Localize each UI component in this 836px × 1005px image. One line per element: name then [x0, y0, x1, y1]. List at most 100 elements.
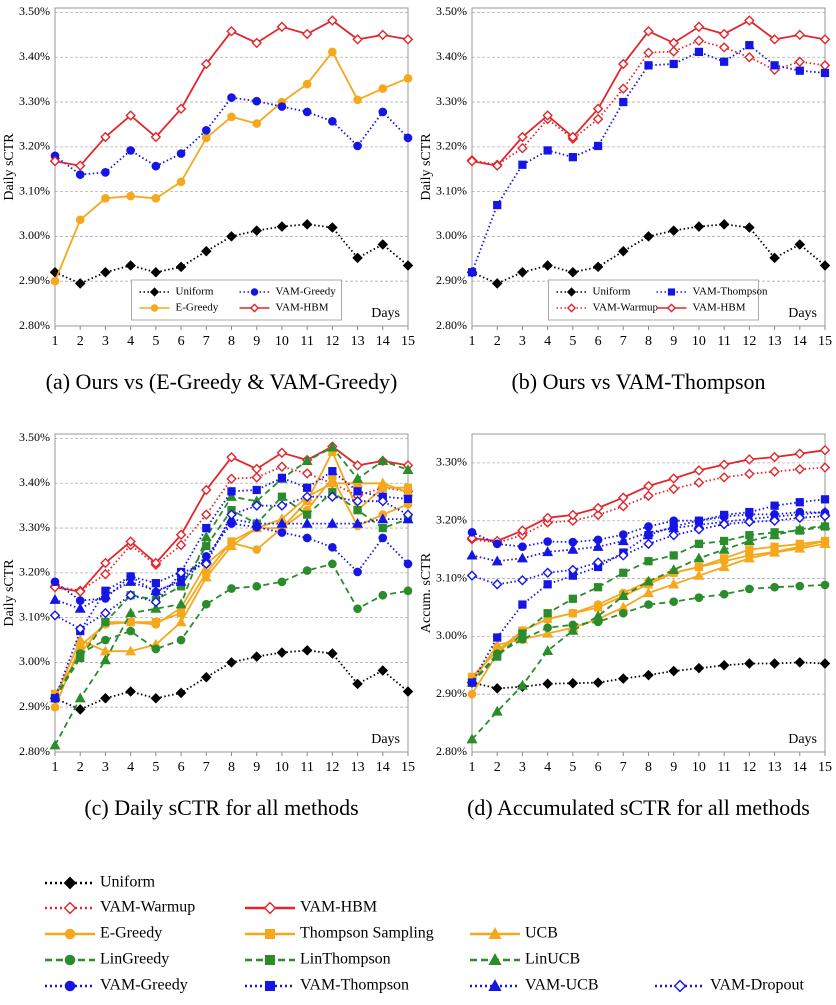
marker [175, 539, 187, 551]
x-tick-label: 1 [469, 760, 476, 775]
marker [567, 266, 579, 278]
marker [491, 639, 503, 650]
legend-label: VAM-Warmup [593, 302, 659, 314]
marker [643, 26, 654, 37]
marker [264, 954, 276, 966]
marker [819, 519, 831, 530]
axes-frame [54, 7, 409, 327]
x-tick-label: 4 [544, 334, 551, 349]
marker [493, 633, 502, 642]
marker [125, 536, 136, 547]
marker [517, 266, 528, 278]
marker [794, 657, 806, 668]
marker [593, 603, 603, 612]
marker [126, 626, 135, 636]
y-tick-label: 3.00% [19, 228, 50, 242]
marker [491, 705, 503, 716]
marker [50, 577, 60, 587]
y-axis-label: Daily sCTR [419, 133, 434, 201]
marker [644, 600, 653, 609]
legend-label: VAM-UCB [525, 977, 599, 994]
marker [378, 523, 387, 533]
legend-label: VAM-HBM [300, 899, 377, 916]
caption: (d) Accumulated sCTR for all methods [467, 795, 810, 820]
marker [592, 610, 604, 621]
marker [252, 485, 261, 495]
x-axis-label: Days [371, 732, 400, 747]
marker [64, 954, 76, 966]
marker [643, 575, 654, 586]
marker [568, 609, 577, 618]
marker [542, 110, 553, 121]
marker [202, 523, 211, 533]
x-tick-label: 3 [102, 760, 109, 775]
marker [643, 480, 654, 492]
x-tick-label: 12 [325, 760, 339, 775]
marker [693, 524, 705, 535]
legend-label: LinUCB [525, 951, 580, 968]
marker [276, 647, 288, 658]
marker [693, 552, 705, 563]
marker [100, 568, 111, 580]
marker [151, 161, 161, 171]
x-tick-label: 8 [228, 334, 235, 349]
marker [226, 452, 237, 463]
marker [467, 678, 477, 687]
marker [125, 576, 137, 586]
marker [769, 466, 780, 477]
x-tick-label: 8 [228, 760, 235, 775]
marker [100, 692, 111, 704]
marker [201, 133, 211, 143]
marker [226, 490, 237, 501]
marker [327, 491, 338, 502]
marker [201, 599, 211, 609]
marker [353, 567, 362, 577]
marker [488, 927, 502, 940]
marker [101, 617, 110, 627]
marker [74, 692, 86, 703]
marker [718, 660, 730, 671]
legend-label: LinThompson [300, 951, 391, 968]
marker [226, 540, 237, 551]
marker [100, 557, 111, 569]
marker [49, 739, 61, 750]
x-tick-label: 5 [152, 760, 159, 775]
x-tick-label: 5 [569, 760, 576, 775]
x-tick-label: 2 [494, 760, 501, 775]
marker [618, 58, 629, 70]
marker [694, 593, 704, 602]
marker [100, 131, 111, 143]
marker [378, 533, 388, 543]
marker [175, 576, 187, 586]
marker [643, 231, 654, 242]
marker [618, 492, 629, 503]
marker [770, 582, 779, 592]
marker [63, 876, 77, 890]
caption: (c) Daily sCTR for all methods [84, 795, 358, 820]
y-axis-label: Accum. sCTR [419, 552, 434, 633]
marker [277, 492, 287, 501]
marker [301, 468, 313, 479]
y-axis-label: Daily sCTR [2, 559, 17, 627]
marker [277, 577, 287, 587]
marker [175, 616, 187, 627]
marker [201, 58, 212, 70]
marker [769, 529, 781, 540]
marker [126, 191, 135, 201]
x-tick-label: 15 [401, 334, 415, 349]
marker [377, 29, 389, 41]
marker [150, 596, 162, 608]
plot-area [471, 7, 826, 327]
marker [668, 473, 679, 484]
x-tick-label: 7 [203, 334, 210, 349]
marker [328, 116, 337, 126]
marker [769, 546, 781, 557]
marker [101, 194, 110, 203]
marker [201, 125, 211, 135]
y-tick-label: 3.20% [436, 139, 467, 153]
x-tick-label: 13 [351, 334, 365, 349]
marker [175, 567, 187, 579]
marker [517, 142, 528, 154]
marker [667, 288, 676, 296]
marker [175, 687, 187, 699]
